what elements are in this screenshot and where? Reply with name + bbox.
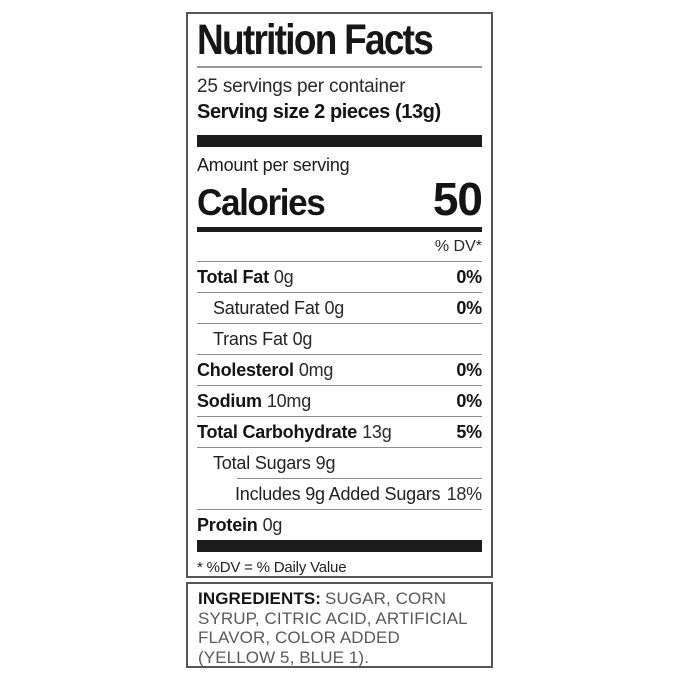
medium-divider-bar xyxy=(197,227,482,233)
nutrient-name: Cholesterol xyxy=(197,360,294,381)
nutrient-row-saturated-fat: Saturated Fat 0g 0% xyxy=(197,293,482,325)
indented-divider xyxy=(237,478,482,480)
thick-divider-bar-bottom xyxy=(197,540,482,553)
nutrient-qty: 13g xyxy=(362,422,392,443)
nutrient-row-cholesterol: Cholesterol 0mg 0% xyxy=(197,355,482,387)
nutrient-dv: 0% xyxy=(456,298,482,319)
nutrient-row-protein: Protein 0g xyxy=(197,510,482,540)
title-divider xyxy=(197,65,482,68)
servings-per-container: 25 servings per container xyxy=(197,75,406,97)
nutrient-name: Sodium xyxy=(197,391,262,412)
daily-value-footnote: * %DV = % Daily Value xyxy=(197,559,347,577)
nutrient-row-total-sugars: Total Sugars 9g xyxy=(197,448,482,478)
ingredients-label: INGREDIENTS: xyxy=(198,589,322,608)
nutrient-qty: 10mg xyxy=(266,391,312,412)
calories-value: 50 xyxy=(432,172,483,225)
nutrient-row-added-sugars: Includes 9g Added Sugars 18% xyxy=(197,479,483,511)
ingredients-text: INGREDIENTS: SUGAR, CORN SYRUP, CITRIC AC… xyxy=(198,589,481,667)
nutrition-facts-title: Nutrition Facts xyxy=(197,16,434,64)
nutrient-name: Total Sugars xyxy=(213,453,311,474)
nutrient-row-total-carbohydrate: Total Carbohydrate 13g 5% xyxy=(197,417,482,449)
nutrient-row-total-fat: Total Fat 0g 0% xyxy=(197,262,482,294)
serving-size: Serving size 2 pieces (13g) xyxy=(197,100,441,123)
nutrient-dv: 0% xyxy=(456,391,482,412)
nutrient-dv: 18% xyxy=(446,484,483,505)
nutrient-name: Protein xyxy=(197,515,258,536)
nutrient-qty: 0g xyxy=(324,298,345,319)
nutrient-name: Total Carbohydrate xyxy=(197,422,358,443)
nutrient-qty: 0g xyxy=(292,329,313,350)
nutrient-dv: 5% xyxy=(456,422,482,443)
nutrient-qty: 0g xyxy=(273,267,294,288)
calories-row: Calories 50 xyxy=(197,172,483,225)
nutrient-row-trans-fat: Trans Fat 0g xyxy=(197,324,482,356)
nutrient-name: Trans Fat xyxy=(213,329,288,350)
ingredients-list: SUGAR, CORN SYRUP, CITRIC ACID, ARTIFICI… xyxy=(198,589,468,667)
nutrient-name: Saturated Fat xyxy=(213,298,320,319)
nutrient-row-sodium: Sodium 10mg 0% xyxy=(197,386,482,418)
nutrient-qty: 0mg xyxy=(298,360,334,381)
ingredients-panel: INGREDIENTS: SUGAR, CORN SYRUP, CITRIC AC… xyxy=(186,582,493,668)
nutrient-name: Total Fat xyxy=(197,267,269,288)
nutrient-dv: 0% xyxy=(456,360,482,381)
nutrient-name: Includes 9g Added Sugars xyxy=(235,484,441,505)
amount-per-serving: Amount per serving xyxy=(197,154,350,175)
nutrition-facts-panel: Nutrition Facts 25 servings per containe… xyxy=(186,12,493,578)
nutrient-qty: 9g xyxy=(315,453,336,474)
thick-divider-bar-top xyxy=(197,134,482,147)
nutrient-dv: 0% xyxy=(456,267,482,288)
daily-value-header: % DV* xyxy=(197,232,482,263)
nutrient-qty: 0g xyxy=(262,515,283,536)
calories-label: Calories xyxy=(197,181,326,223)
